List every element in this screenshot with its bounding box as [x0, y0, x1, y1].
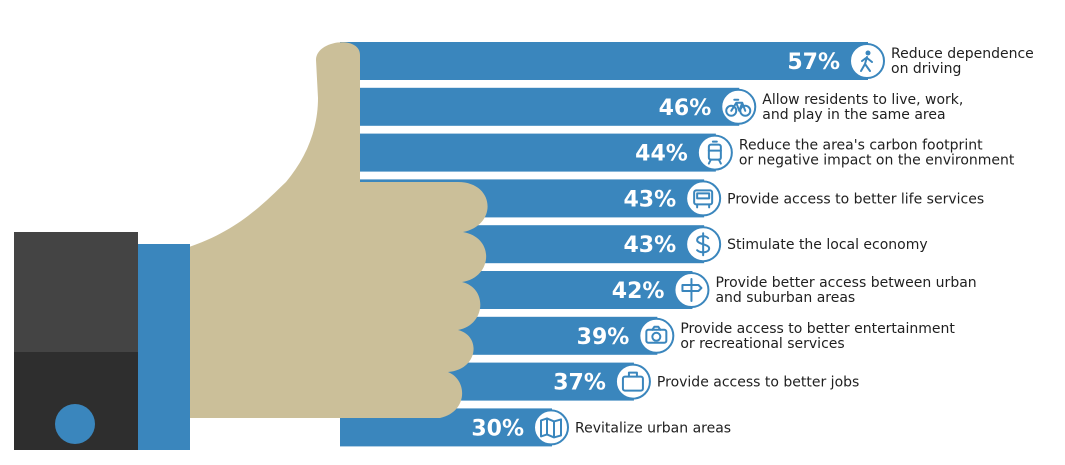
- bicycle-icon: [720, 88, 757, 125]
- value-label-9: 30%: [471, 416, 524, 441]
- category-label-9: Revitalize urban areas: [575, 420, 731, 436]
- hand-shape: [186, 42, 488, 419]
- labels-layer: 57% Reduce dependence on driving 46% Allow r…: [471, 43, 1034, 446]
- category-label-3: Reduce the area's carbon footprint or neg…: [739, 138, 1015, 169]
- dollar-icon: [685, 226, 722, 263]
- thumbs-up-hand: [186, 42, 488, 419]
- map-icon: [533, 409, 569, 446]
- cuff-button: [55, 404, 95, 444]
- value-label-4: 43%: [623, 187, 676, 212]
- camera-icon: [638, 317, 675, 354]
- value-label-8: 37%: [553, 371, 606, 396]
- tram-icon: [696, 134, 733, 171]
- value-label-2: 46%: [659, 96, 712, 121]
- value-label-1: 57%: [787, 50, 840, 75]
- shirt-cuff: [138, 244, 190, 450]
- sleeve-upper: [14, 232, 138, 352]
- suit-sleeve: [14, 232, 190, 450]
- bar-3: [340, 133, 716, 172]
- category-label-8: Provide access to better jobs: [657, 375, 859, 391]
- briefcase-icon: [614, 363, 651, 400]
- value-label-5: 43%: [623, 233, 676, 258]
- category-label-6: Provide better access between urban and s…: [715, 275, 976, 306]
- bar-2: [340, 87, 740, 126]
- category-label-2: Allow residents to live, work, and play i…: [762, 92, 963, 123]
- pedestrian-icon: [849, 43, 885, 79]
- category-label-7: Provide access to better entertainment or…: [680, 321, 955, 352]
- value-label-7: 39%: [577, 325, 630, 350]
- category-label-1: Reduce dependence on driving: [891, 46, 1034, 77]
- value-label-3: 44%: [635, 142, 688, 167]
- category-label-4: Provide access to better life services: [727, 191, 984, 207]
- bus-icon: [685, 180, 722, 217]
- road-sign-icon: [673, 272, 710, 308]
- bar-1: [340, 42, 868, 80]
- value-label-6: 42%: [612, 279, 665, 304]
- category-label-5: Stimulate the local economy: [727, 237, 928, 253]
